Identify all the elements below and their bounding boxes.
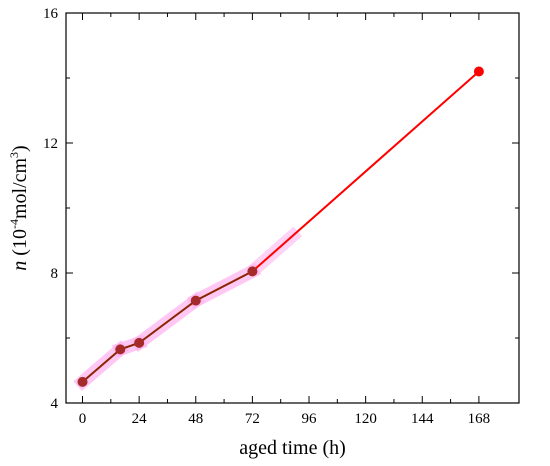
y-axis-ticks: 4 8 12 16 — [43, 6, 519, 412]
y-axis-label-symbol: n — [9, 261, 31, 271]
x-tick-label: 168 — [468, 411, 491, 427]
highlight-layer — [73, 226, 302, 392]
x-tick-label: 144 — [411, 411, 434, 427]
x-axis-ticks: 0 24 48 72 96 120 144 168 — [79, 13, 490, 427]
x-axis-label: aged time (h) — [239, 437, 346, 459]
x-tick-label: 72 — [245, 411, 260, 427]
x-tick-label: 24 — [132, 411, 148, 427]
data-point — [77, 376, 88, 387]
data-point — [473, 66, 484, 77]
y-tick-label: 4 — [51, 396, 59, 412]
y-axis-label: n (10-4mol/cm3) — [7, 145, 31, 270]
y-axis-label-close: ) — [9, 145, 31, 152]
x-tick-label: 0 — [79, 411, 87, 427]
series-layer — [77, 66, 484, 387]
y-tick-label: 8 — [51, 266, 59, 282]
data-point — [247, 266, 258, 277]
data-point — [190, 295, 201, 306]
y-axis-label-mid: mol/cm — [9, 158, 31, 220]
y-axis-label-open: (10 — [9, 229, 31, 261]
y-tick-label: 12 — [43, 136, 58, 152]
data-point — [115, 344, 126, 355]
data-point — [134, 337, 145, 348]
x-tick-label: 120 — [354, 411, 377, 427]
y-axis-label-exp2: 3 — [7, 152, 21, 158]
y-tick-label: 16 — [43, 6, 59, 22]
series-line-extrapolated — [251, 70, 480, 273]
x-tick-label: 96 — [302, 411, 318, 427]
x-tick-label: 48 — [188, 411, 203, 427]
y-axis-label-exp1: -4 — [7, 219, 21, 229]
